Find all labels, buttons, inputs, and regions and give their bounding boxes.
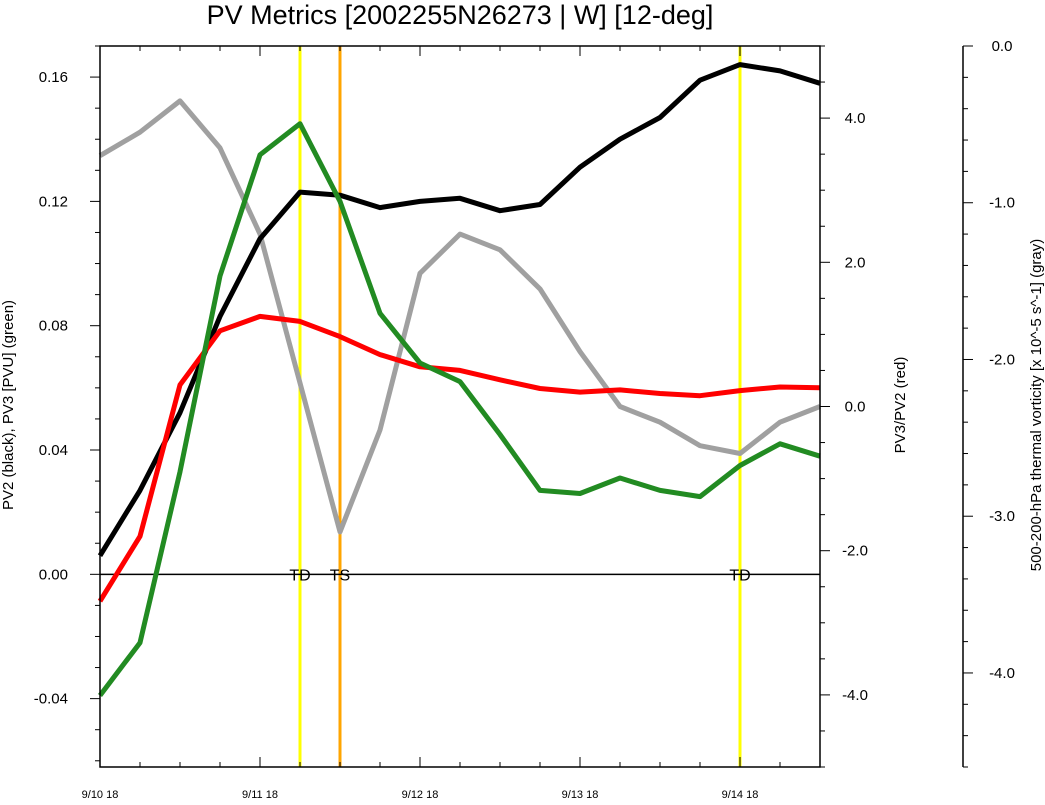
axis-ticks: TD TS TD 9/10 18 9/11 18 9/12 18 9/13 18 9/14 1… [34, 38, 1015, 801]
far-right-tick-label: -4.0 [989, 665, 1015, 682]
right-tick-label: 0.0 [845, 399, 866, 416]
series-line-1 [98, 121, 821, 698]
far-right-tick-label: -2.0 [989, 351, 1015, 368]
far-right-tick-label: -3.0 [989, 508, 1015, 525]
series-line-0 [97, 62, 821, 558]
stage-label-1: TS [330, 567, 350, 584]
left-axis-label: PV2 (black), PV3 [PVU] (green) [0, 300, 17, 510]
stage-label-0: TD [289, 567, 310, 584]
far-right-axis-label: 500-200-hPa thermal vorticity [x 10^-5 s… [1028, 239, 1045, 572]
right-tick-label: 4.0 [845, 110, 866, 127]
stage-lines [100, 46, 820, 767]
far-right-tick-label: -1.0 [989, 195, 1015, 212]
right-tick-label: -4.0 [842, 687, 868, 704]
x-tick-label: 9/14 18 [722, 789, 759, 801]
chart-title: PV Metrics [2002255N26273 | W] [12-deg] [207, 0, 714, 30]
x-tick-label: 9/12 18 [402, 789, 439, 801]
right-tick-label: -2.0 [842, 543, 868, 560]
x-tick-label: 9/13 18 [562, 789, 599, 801]
left-tick-label: -0.04 [34, 691, 68, 708]
series-lines [97, 62, 821, 698]
right-axis-label: PV3/PV2 (red) [892, 357, 909, 454]
plot-border [99, 45, 821, 768]
left-tick-label: 0.04 [39, 442, 68, 459]
far-right-tick-label: 0.0 [992, 38, 1013, 55]
series-line-3 [98, 98, 821, 535]
series-line-2 [97, 313, 821, 603]
left-tick-label: 0.12 [39, 193, 68, 210]
stage-label-2: TD [729, 567, 750, 584]
right-tick-label: 2.0 [845, 254, 866, 271]
left-tick-label: 0.16 [39, 69, 68, 86]
left-tick-label: 0.00 [39, 566, 68, 583]
x-tick-label: 9/10 18 [82, 789, 119, 801]
plot-frame [99, 45, 821, 768]
x-tick-label: 9/11 18 [242, 789, 278, 801]
left-tick-label: 0.08 [39, 318, 68, 335]
